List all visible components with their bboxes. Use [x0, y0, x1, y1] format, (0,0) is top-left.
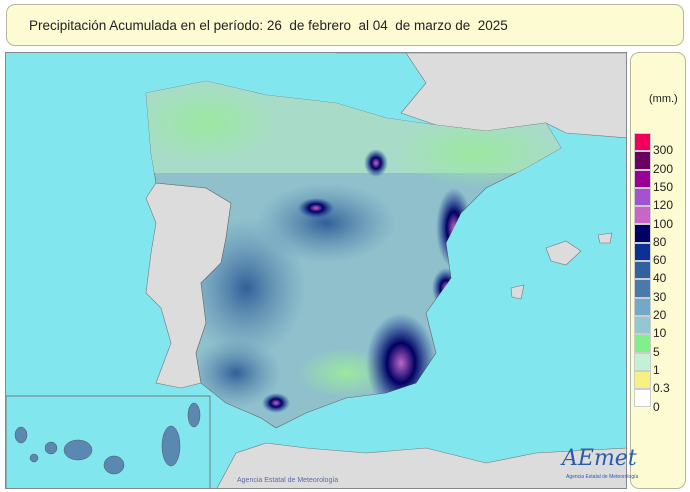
aemet-logo-subtitle: Agencia Estatal de Meteorología [566, 474, 639, 480]
legend-swatch [634, 133, 651, 152]
legend-swatch [634, 297, 651, 316]
balearic-islands [545, 240, 582, 266]
precipitation-map: Agencia Estatal de Meteorología [5, 52, 627, 489]
legend-label: 200 [653, 161, 674, 176]
title-box: Precipitación Acumulada en el período: 2… [6, 4, 684, 46]
legend-label: 10 [653, 326, 667, 341]
legend-swatch [634, 242, 651, 262]
legend-swatch [634, 352, 651, 371]
legend-label: 0.3 [653, 381, 670, 396]
legend-swatch [634, 370, 651, 390]
aemet-logo: AEmet [562, 446, 637, 471]
legend-swatch [634, 315, 651, 335]
legend-label: 40 [653, 271, 667, 286]
africa-land [216, 442, 626, 488]
legend-label: 30 [653, 289, 667, 304]
legend-swatch [634, 206, 651, 225]
legend-swatch [634, 279, 651, 298]
legend-swatch [634, 187, 651, 207]
legend-swatches [634, 133, 651, 408]
legend-swatch [634, 389, 651, 408]
map-svg [6, 53, 626, 488]
legend-unit: (mm.) [649, 93, 678, 105]
legend-swatch [634, 169, 651, 188]
legend-label: 1 [653, 362, 660, 377]
legend-label: 20 [653, 308, 667, 322]
map-credit: Agencia Estatal de Meteorología [237, 477, 339, 484]
legend-label: 300 [653, 143, 674, 158]
legend-label: 80 [653, 234, 667, 249]
legend-label: 150 [653, 179, 674, 194]
legend-swatch [634, 334, 651, 353]
legend-label: 120 [653, 198, 674, 213]
legend-label: 100 [653, 216, 674, 231]
legend-swatch [634, 224, 651, 243]
legend-swatch [634, 151, 651, 170]
legend-label: 5 [653, 344, 660, 359]
legend-label: 60 [653, 253, 667, 268]
map-title: Precipitación Acumulada en el período: 2… [29, 18, 508, 33]
menorca [597, 232, 613, 244]
ibiza [510, 284, 525, 300]
legend: (mm.) 300 200 150 120 100 80 60 40 30 20 10 5 1 0.3 0 [630, 52, 686, 489]
legend-swatch [634, 261, 651, 280]
legend-label: 0 [653, 399, 660, 414]
